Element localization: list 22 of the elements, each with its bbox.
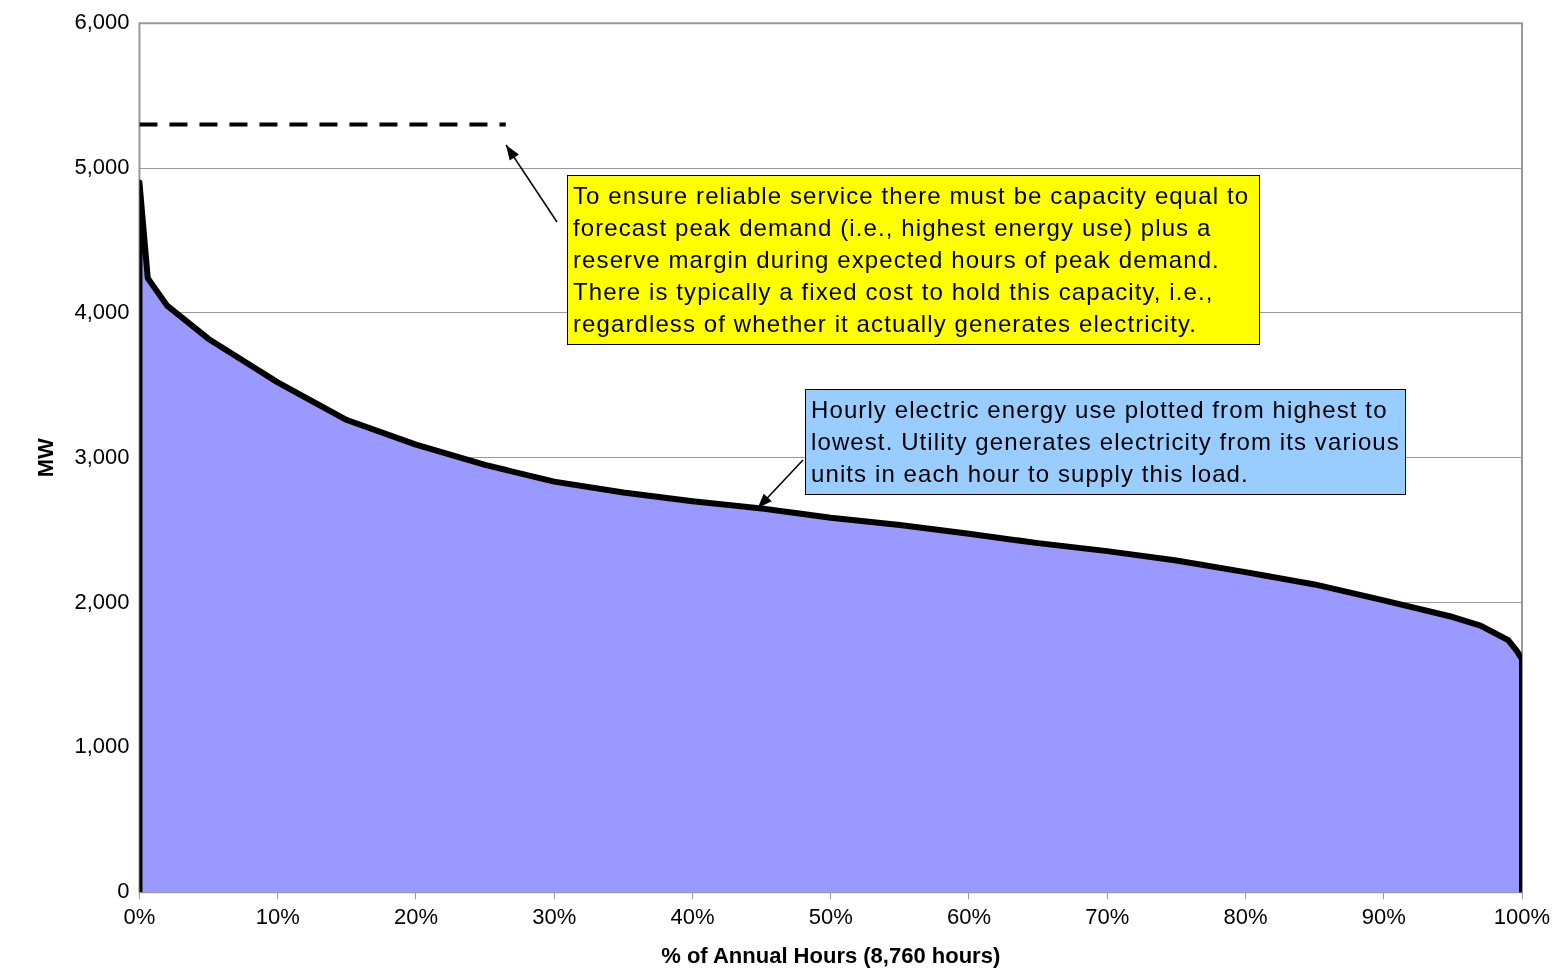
x-tick-label: 90%: [1361, 904, 1406, 930]
x-tick-label: 10%: [255, 904, 300, 930]
y-tick-label: 3,000: [74, 443, 130, 469]
y-tick-label: 2,000: [74, 588, 130, 614]
annotation: Hourly electric energy use plotted from highest to lowest. Utility generates electricity from its various units in each hour to supply this load.: [805, 389, 1406, 495]
x-tick-label: 0%: [123, 904, 156, 930]
y-tick-label: 0: [117, 878, 130, 904]
x-tick-label: 60%: [946, 904, 991, 930]
y-tick-label: 4,000: [74, 298, 130, 324]
x-tick-label: 100%: [1493, 904, 1551, 930]
annotation: To ensure reliable service there must be capacity equal to forecast peak demand (i.e., highest energy use) plus a reserve margin during expected hours of peak demand. There is typically a fixed cost to hold this capacity, i.e., regardless of whether it actually generates electricity.: [567, 175, 1260, 345]
x-tick-label: 50%: [808, 904, 853, 930]
x-tick-label: 20%: [393, 904, 438, 930]
x-tick-label: 80%: [1223, 904, 1268, 930]
x-tick-label: 40%: [670, 904, 715, 930]
y-tick-label: 1,000: [74, 733, 130, 759]
y-tick-label: 5,000: [74, 154, 130, 180]
x-tick-label: 30%: [532, 904, 577, 930]
x-axis-title: % of Annual Hours (8,760 hours): [661, 942, 1001, 968]
x-tick-label: 70%: [1085, 904, 1130, 930]
y-tick-label: 6,000: [74, 9, 130, 35]
y-axis-title: MW: [33, 437, 59, 478]
